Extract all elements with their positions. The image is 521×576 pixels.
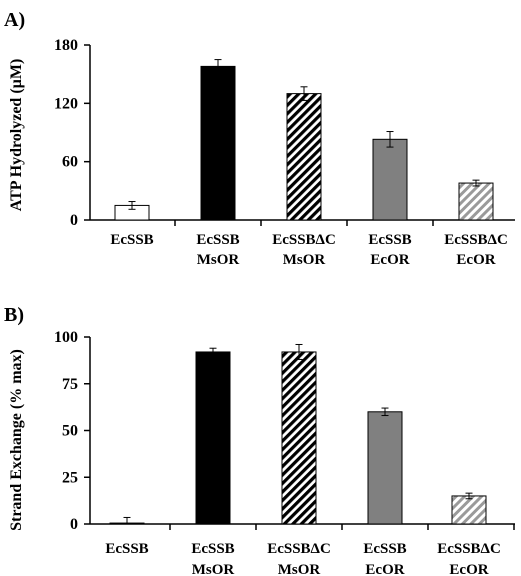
error-bar (381, 407, 389, 417)
bars (109, 343, 487, 525)
error-bar (128, 201, 136, 210)
x-category-label: EcSSBΔC (267, 541, 331, 557)
y-ticks: 0 25 50 75 100 (54, 329, 515, 533)
x-categories: EcSSB EcSSB MsOR EcSSBΔC MsOR EcSSB EcOR EcSSBΔ… (110, 232, 507, 268)
y-tick-label: 120 (54, 95, 78, 112)
error-bar (465, 492, 473, 500)
x-category-label: EcSSB (196, 232, 239, 248)
bar (372, 138, 408, 221)
x-category-label: EcSSBΔC (272, 232, 336, 248)
x-category-label: EcSSB (368, 232, 411, 248)
y-axis-label: Strand Exchange (% max) (8, 349, 25, 531)
panel-label: A) (4, 9, 25, 31)
y-tick-label: 180 (54, 37, 78, 54)
x-category-label: EcSSBΔC (444, 232, 508, 248)
x-category-label-line2: EcOR (365, 562, 404, 576)
error-bar (123, 516, 131, 525)
y-ticks: 0 60 120 180 (54, 37, 434, 229)
bar (195, 351, 231, 525)
error-bar (214, 59, 222, 74)
y-axis-label: ATP Hydrolyzed (µM) (8, 59, 25, 212)
x-category-label-line2: MsOR (197, 252, 240, 268)
error-bar (300, 86, 308, 101)
y-tick-label: 0 (70, 516, 78, 533)
bar (200, 65, 236, 221)
bars (114, 59, 494, 221)
y-tick-label: 100 (54, 329, 78, 346)
panel-b: B) Strand Exchange (% max) 0 25 50 75 100 Ec… (4, 304, 515, 576)
x-category-label-line2: EcOR (449, 562, 488, 576)
y-tick-label: 0 (70, 212, 78, 229)
y-tick-label: 60 (62, 154, 78, 171)
y-tick-label: 50 (62, 423, 78, 440)
y-tick-label: 25 (62, 469, 78, 486)
x-category-label-line2: MsOR (192, 562, 235, 576)
x-category-label-line2: MsOR (278, 562, 321, 576)
bar (281, 351, 317, 525)
y-tick-label: 75 (62, 376, 78, 393)
error-bar (472, 179, 480, 187)
x-category-label-line2: MsOR (283, 252, 326, 268)
x-category-label: EcSSB (191, 541, 234, 557)
error-bar (295, 343, 303, 360)
error-bar (386, 131, 394, 148)
error-bar (209, 347, 217, 357)
x-category-label-line2: EcOR (370, 252, 409, 268)
x-category-label-line2: EcOR (456, 252, 495, 268)
bar (458, 182, 494, 221)
panel-label: B) (4, 304, 24, 326)
x-category-label: EcSSBΔC (437, 541, 501, 557)
x-category-label: EcSSB (110, 232, 153, 248)
bar (451, 495, 487, 525)
bar (286, 93, 322, 221)
x-category-label: EcSSB (363, 541, 406, 557)
x-category-label: EcSSB (105, 541, 148, 557)
bar (367, 411, 403, 525)
x-categories: EcSSB EcSSB MsOR EcSSBΔC MsOR EcSSB EcOR EcSSBΔ… (105, 541, 500, 576)
